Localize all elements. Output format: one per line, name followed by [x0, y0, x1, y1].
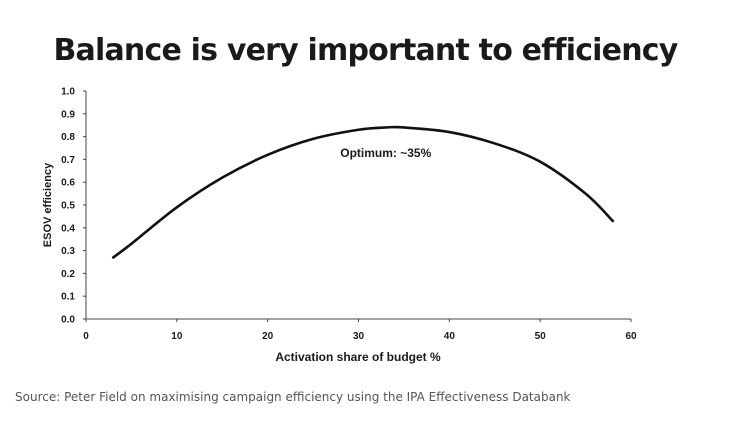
- x-tick-label: 0: [83, 331, 89, 342]
- y-tick-label: 0.0: [61, 315, 75, 326]
- x-axis-label: Activation share of budget %: [275, 350, 441, 364]
- y-tick-label: 0.8: [61, 132, 75, 143]
- annotation-layer: Optimum: ~35%: [340, 146, 431, 160]
- x-tick-label: 20: [262, 331, 274, 342]
- efficiency-curve-line: [111, 125, 615, 259]
- esov-efficiency-chart: 0.0 0.1 0.2 0.3 0.4 0.5 0.6 0.7 0.8 0.9 1.0 0 10 20 3…: [42, 87, 637, 365]
- y-tick-label: 1.0: [61, 87, 75, 98]
- y-tick-label: 0.3: [61, 246, 75, 257]
- y-tick-label: 0.9: [61, 109, 75, 120]
- y-tick-label: 0.2: [61, 269, 75, 280]
- y-tick-label: 0.6: [61, 178, 75, 189]
- x-tick-label: 10: [171, 331, 183, 342]
- series-layer: [111, 125, 615, 259]
- x-tick-label: 30: [353, 331, 365, 342]
- x-tick-label: 40: [444, 331, 456, 342]
- y-axis: 0.0 0.1 0.2 0.3 0.4 0.5 0.6 0.7 0.8 0.9 1.0: [61, 87, 87, 326]
- source-note: Source: Peter Field on maximising campai…: [15, 390, 571, 404]
- x-axis: 0 10 20 30 40 50 60: [83, 318, 637, 342]
- y-tick-label: 0.7: [61, 155, 75, 166]
- x-tick-label: 60: [625, 331, 637, 342]
- x-tick-label: 50: [535, 331, 547, 342]
- y-axis-label: ESOV efficiency: [42, 162, 54, 247]
- y-tick-label: 0.1: [61, 292, 75, 303]
- chart-title: Balance is very important to efficiency: [53, 33, 678, 68]
- optimum-annotation: Optimum: ~35%: [340, 146, 431, 160]
- y-tick-label: 0.4: [61, 223, 75, 234]
- y-tick-label: 0.5: [61, 201, 75, 212]
